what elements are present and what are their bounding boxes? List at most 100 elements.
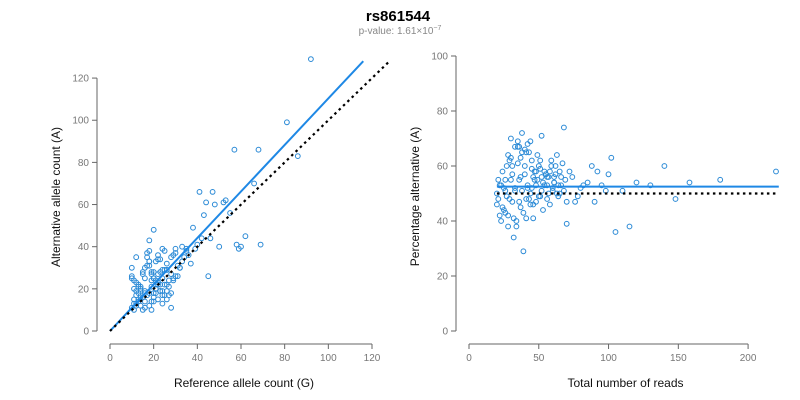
left-y-axis-label: Alternative allele count (A) (49, 127, 63, 267)
left-scatter-panel: 0 20 40 60 80 100 120 0 20 40 60 80 100 120 Reference … (49, 56, 391, 390)
left-data-point (257, 241, 264, 248)
right-data-point (509, 171, 516, 178)
right-data-point (516, 198, 523, 205)
left-data-point (294, 153, 301, 160)
right-data-point (505, 152, 512, 158)
left-data-point (251, 180, 258, 187)
chart-title: rs861544 (366, 8, 431, 25)
right-data-point (562, 176, 569, 183)
right-data-point (496, 212, 503, 219)
right-data-point (569, 174, 576, 180)
right-x-tick-label: 100 (600, 353, 617, 364)
right-data-point (537, 165, 544, 172)
right-data-point (508, 135, 514, 142)
right-y-tick-label: 20 (437, 272, 449, 283)
left-data-point (148, 307, 155, 313)
right-data-point (540, 179, 546, 186)
left-y-tick-label: 40 (78, 242, 90, 253)
left-data-point (159, 292, 166, 299)
left-data-point (133, 288, 140, 294)
right-data-point (510, 234, 517, 241)
right-data-point (519, 149, 525, 156)
right-y-tick-label: 60 (437, 162, 449, 173)
left-y-tick-label: 60 (78, 200, 90, 211)
right-data-point (566, 168, 573, 175)
left-data-point (150, 298, 157, 305)
right-data-point (516, 176, 523, 183)
left-data-point (150, 226, 157, 233)
right-data-point (544, 182, 550, 189)
right-data-point (551, 179, 557, 186)
left-data-point (142, 275, 148, 282)
right-data-point (717, 176, 724, 183)
right-data-point (612, 229, 619, 235)
right-data-point (524, 185, 531, 191)
right-data-point (547, 201, 553, 208)
right-data-point (563, 198, 570, 205)
pvalue-exponent: −7 (433, 25, 441, 32)
right-data-point (773, 168, 779, 175)
left-data-point (133, 254, 140, 261)
right-data-point (558, 174, 564, 180)
left-data-point (201, 212, 207, 219)
left-data-point (146, 258, 153, 265)
left-data-point (150, 290, 157, 297)
right-data-point (512, 185, 518, 191)
right-data-point (505, 212, 512, 219)
right-x-tick-label: 200 (740, 353, 757, 364)
left-data-point (209, 189, 216, 195)
right-data-point (556, 168, 563, 175)
right-data-point (513, 223, 520, 230)
left-data-point (170, 275, 177, 282)
right-data-point (499, 168, 506, 175)
left-data-point (242, 233, 249, 240)
left-data-point (148, 298, 155, 305)
right-data-point (574, 193, 581, 200)
chart-subtitle: p-value: 1.61×10−7 (359, 25, 442, 37)
left-data-point (168, 304, 175, 311)
left-data-point (231, 146, 238, 153)
right-data-point (506, 196, 513, 202)
right-data-point (541, 182, 548, 189)
right-data-point (608, 154, 615, 161)
right-data-point (533, 198, 539, 205)
right-data-point (496, 182, 503, 189)
right-data-point (544, 174, 550, 180)
right-data-point (551, 174, 557, 180)
right-data-point (577, 185, 584, 191)
left-y-tick-label: 100 (72, 116, 89, 127)
left-data-point (198, 235, 205, 242)
right-data-point (563, 220, 570, 227)
right-data-point (520, 248, 527, 255)
right-data-point (495, 196, 502, 202)
right-data-point (526, 149, 532, 156)
left-data-point (146, 237, 153, 244)
right-data-point (498, 218, 505, 224)
right-data-point (530, 215, 537, 222)
right-data-point (502, 176, 509, 183)
left-data-point (177, 264, 183, 271)
left-data-point (211, 201, 218, 208)
right-data-point (584, 179, 591, 186)
left-fit-line (109, 60, 364, 332)
right-data-point (519, 130, 525, 136)
right-data-point (686, 179, 693, 186)
right-data-point (549, 185, 556, 191)
right-data-point (505, 223, 512, 230)
right-data-point (552, 163, 559, 169)
left-data-point (216, 243, 223, 250)
right-data-point (521, 163, 528, 169)
left-data-point (203, 199, 210, 206)
left-data-point (222, 197, 229, 204)
left-x-tick-label: 80 (279, 353, 291, 364)
right-data-point (516, 143, 523, 150)
right-x-tick-label: 150 (670, 353, 687, 364)
left-data-point (163, 267, 170, 273)
right-data-point (517, 174, 524, 180)
right-data-point (534, 176, 541, 183)
right-data-point (514, 138, 521, 145)
right-data-point (598, 182, 605, 189)
left-data-point (190, 224, 196, 231)
left-data-point (179, 258, 186, 265)
